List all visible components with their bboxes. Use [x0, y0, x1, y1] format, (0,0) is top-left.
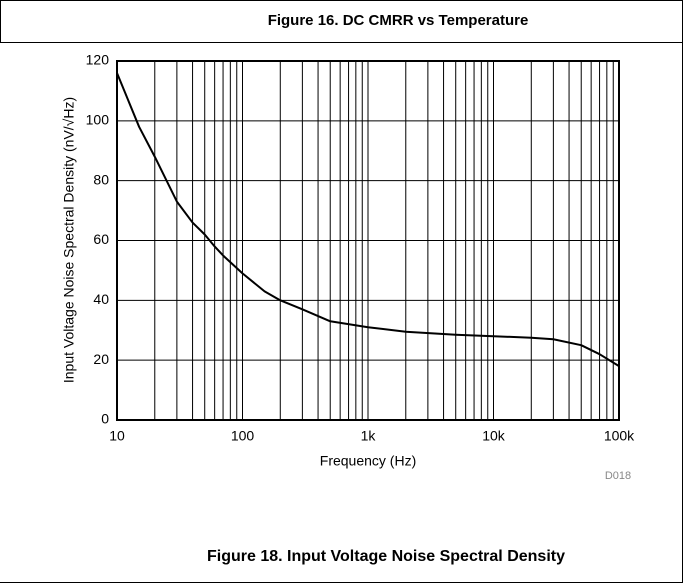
- y-tick-label: 80: [93, 171, 109, 187]
- y-tick-label: 120: [86, 52, 110, 68]
- x-tick-label: 100: [231, 428, 255, 444]
- y-axis-label: Input Voltage Noise Spectral Density (nV…: [61, 97, 77, 383]
- x-tick-label: 10k: [482, 428, 506, 444]
- x-tick-label: 100k: [604, 428, 635, 444]
- data-line: [116, 72, 620, 368]
- x-axis-label: Frequency (Hz): [320, 453, 416, 469]
- y-tick-label: 100: [86, 112, 110, 128]
- header-title: Figure 16. DC CMRR vs Temperature: [268, 12, 529, 29]
- y-tick-label: 60: [93, 231, 109, 247]
- chart-title: Figure 18. Input Voltage Noise Spectral …: [207, 548, 565, 565]
- y-tick-label: 0: [101, 411, 109, 427]
- figure-id: D018: [605, 470, 631, 482]
- plot-frame: [116, 60, 620, 421]
- y-tick-label: 20: [93, 351, 109, 367]
- x-tick-label: 1k: [361, 428, 377, 444]
- y-tick-label: 40: [93, 291, 109, 307]
- x-tick-label: 10: [109, 428, 125, 444]
